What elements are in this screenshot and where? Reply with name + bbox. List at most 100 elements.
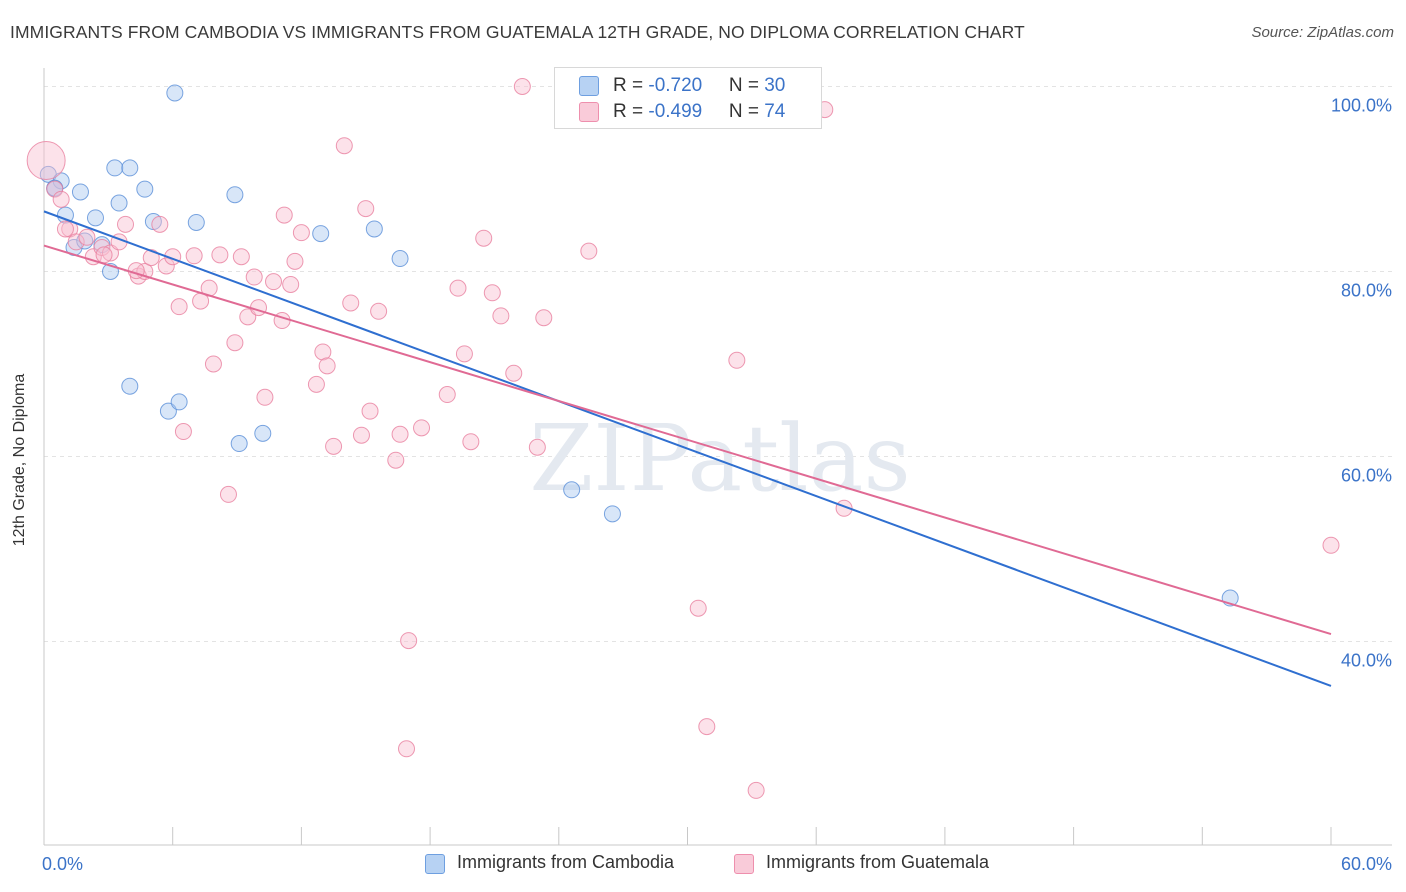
data-point-guatemala xyxy=(728,351,746,369)
data-point-guatemala xyxy=(370,302,388,320)
bottom-legend-label-guatemala: Immigrants from Guatemala xyxy=(766,852,990,872)
data-point-guatemala xyxy=(528,438,546,456)
data-point-guatemala xyxy=(245,268,263,286)
data-point-guatemala xyxy=(174,423,192,441)
data-point-guatemala xyxy=(352,426,370,444)
data-point-guatemala xyxy=(67,233,85,251)
stats-legend: R = -0.720 N = 30 R = -0.499 N = 74 xyxy=(554,67,822,129)
data-point-guatemala xyxy=(185,247,203,265)
data-point-guatemala xyxy=(449,279,467,297)
bottom-legend-label-cambodia: Immigrants from Cambodia xyxy=(457,852,675,872)
data-point-guatemala xyxy=(265,273,283,291)
data-point-guatemala xyxy=(387,451,405,469)
y-tick-label: 80.0% xyxy=(1341,281,1392,301)
legend-r-label: R = xyxy=(613,75,649,96)
legend-swatch-cambodia xyxy=(579,76,599,96)
data-point-guatemala xyxy=(117,215,135,233)
source-label: Source: ZipAtlas.com xyxy=(1251,24,1394,41)
data-point-guatemala xyxy=(361,402,379,420)
data-point-guatemala xyxy=(275,206,293,224)
data-point-cambodia xyxy=(121,159,139,177)
data-point-cambodia xyxy=(563,481,581,499)
data-point-guatemala xyxy=(232,248,250,266)
legend-r-label: R = xyxy=(613,101,649,122)
data-point-guatemala xyxy=(391,425,409,443)
legend-r-value: -0.720 xyxy=(648,75,703,96)
data-point-cambodia xyxy=(110,194,128,212)
legend-n-value: 74 xyxy=(764,101,786,122)
data-point-guatemala xyxy=(78,228,96,246)
data-point-guatemala xyxy=(157,257,175,275)
x-tick-label: 60.0% xyxy=(1341,854,1392,874)
tick-labels: 100.0% 80.0% 60.0% 40.0% 0.0% 60.0% xyxy=(42,96,1392,875)
legend-n-label: N = xyxy=(728,75,765,96)
data-point-guatemala xyxy=(226,334,244,352)
axes xyxy=(43,68,1392,846)
bottom-legend-swatch-guatemala xyxy=(734,854,754,874)
legend-swatch-guatemala xyxy=(579,102,599,122)
data-point-cambodia xyxy=(170,393,188,411)
data-point-guatemala xyxy=(462,433,480,451)
data-point-guatemala xyxy=(1322,536,1340,554)
data-point-cambodia xyxy=(86,209,104,227)
data-point-guatemala xyxy=(46,180,64,198)
data-point-guatemala xyxy=(492,307,510,325)
data-point-guatemala xyxy=(455,345,473,363)
legend-n-label: N = xyxy=(728,101,765,122)
y-axis-label: 12th Grade, No Diploma xyxy=(11,373,28,547)
bottom-legend-swatch-cambodia xyxy=(425,854,445,874)
trend-line-guatemala xyxy=(43,244,1332,636)
data-point-guatemala xyxy=(142,249,160,267)
data-point-cambodia xyxy=(312,225,330,243)
data-point-guatemala xyxy=(256,388,274,406)
data-point-guatemala xyxy=(211,246,229,264)
data-point-guatemala xyxy=(438,386,456,404)
data-point-guatemala xyxy=(357,200,375,218)
data-point-cambodia xyxy=(230,435,248,453)
data-point-cambodia xyxy=(603,505,621,523)
data-point-guatemala xyxy=(535,309,553,327)
data-point-cambodia xyxy=(365,220,383,238)
data-point-guatemala xyxy=(239,308,257,326)
data-point-cambodia xyxy=(136,180,154,198)
x-tick-label: 0.0% xyxy=(42,854,83,874)
data-point-guatemala xyxy=(170,298,188,316)
data-point-guatemala xyxy=(413,419,431,437)
data-point-guatemala xyxy=(698,718,716,736)
data-point-cambodia xyxy=(121,377,139,395)
data-point-cambodia xyxy=(56,206,74,224)
data-point-guatemala xyxy=(219,485,237,503)
data-point-cambodia xyxy=(159,402,177,420)
data-point-guatemala xyxy=(151,215,169,233)
data-point-cambodia xyxy=(166,84,184,102)
data-point-guatemala xyxy=(475,229,493,247)
data-point-guatemala xyxy=(204,355,222,373)
data-point-guatemala xyxy=(292,224,310,242)
data-point-cambodia xyxy=(187,213,205,231)
data-point-guatemala xyxy=(250,299,267,317)
data-point-cambodia xyxy=(226,186,244,204)
chart-title: IMMIGRANTS FROM CAMBODIA VS IMMIGRANTS F… xyxy=(10,22,1025,42)
data-point-guatemala xyxy=(400,632,418,650)
data-point-guatemala xyxy=(314,343,332,361)
data-point-cambodia xyxy=(254,424,272,442)
data-point-guatemala xyxy=(282,275,300,293)
data-point-guatemala xyxy=(747,781,765,799)
data-point-guatemala xyxy=(483,284,501,302)
data-point-guatemala xyxy=(95,246,113,264)
data-point-guatemala xyxy=(342,294,360,312)
data-point-cambodia xyxy=(71,183,89,201)
data-point-guatemala xyxy=(307,375,325,393)
data-point-cambodia xyxy=(106,159,124,177)
data-point-guatemala xyxy=(26,141,66,180)
data-point-guatemala xyxy=(335,137,353,155)
data-point-guatemala xyxy=(398,740,416,758)
data-point-guatemala xyxy=(513,78,531,95)
y-tick-label: 100.0% xyxy=(1331,96,1392,116)
data-point-cambodia xyxy=(391,250,409,268)
trend-line-cambodia xyxy=(43,210,1332,687)
y-tick-label: 60.0% xyxy=(1341,466,1392,486)
watermark: ZIPatlas xyxy=(529,405,910,512)
gridlines xyxy=(44,86,1392,642)
